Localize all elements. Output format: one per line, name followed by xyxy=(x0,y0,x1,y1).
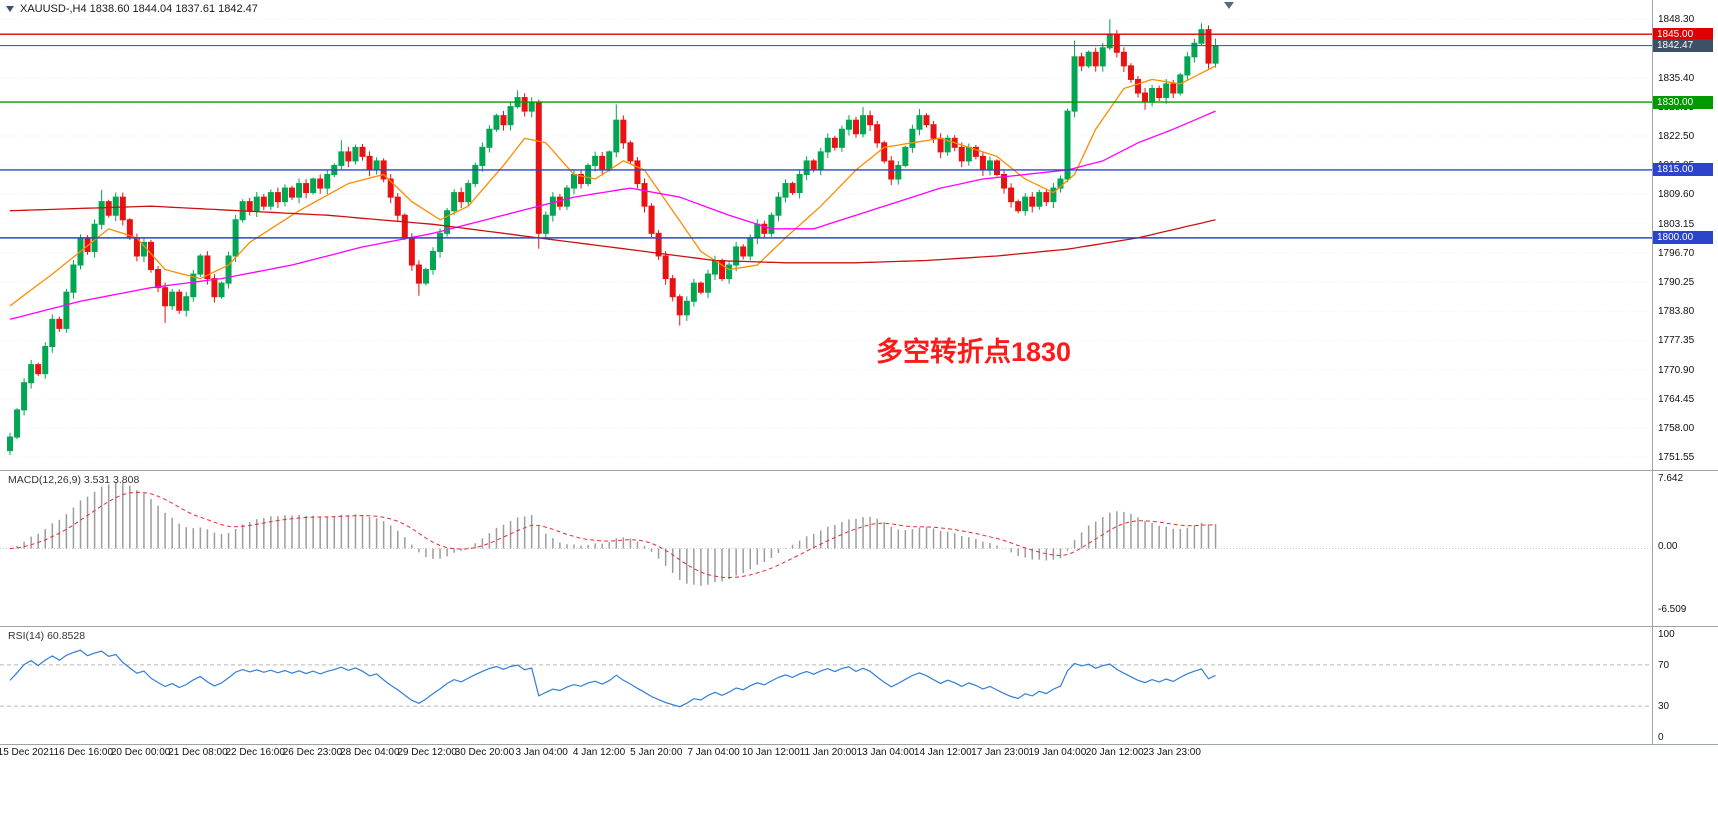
price-tick: 1751.55 xyxy=(1658,452,1695,464)
time-label: 21 Dec 08:00 xyxy=(168,747,228,758)
time-label: 13 Jan 04:00 xyxy=(856,747,915,758)
time-axis: 15 Dec 2021 16 Dec 16:00 20 Dec 00:00 21 De… xyxy=(0,747,1652,761)
time-label: 7 Jan 04:00 xyxy=(687,747,740,758)
price-tick: 1777.35 xyxy=(1658,335,1695,347)
time-label: 15 Dec 2021 xyxy=(0,747,55,758)
ma-slow xyxy=(9,205,1216,264)
chart-annotation: 多空转折点1830 xyxy=(876,337,1072,367)
price-tick: 1835.40 xyxy=(1658,72,1695,84)
price-tick: 1764.45 xyxy=(1658,393,1695,405)
price-tick: 1803.15 xyxy=(1658,218,1695,230)
price-badge: 1830.00 xyxy=(1653,95,1713,109)
time-label: 28 Dec 04:00 xyxy=(340,747,400,758)
time-label: 23 Jan 23:00 xyxy=(1143,747,1201,758)
chart-header: XAUUSD-,H4 1838.60 1844.04 1837.61 1842.… xyxy=(6,2,258,16)
time-label: 3 Jan 04:00 xyxy=(515,747,568,758)
panel-separator xyxy=(0,470,1718,471)
time-label: 20 Dec 00:00 xyxy=(110,747,171,758)
price-chart-canvas[interactable] xyxy=(0,0,1652,470)
grid-lines xyxy=(0,18,1652,458)
price-tick: 1848.30 xyxy=(1658,14,1695,26)
time-label: 5 Jan 20:00 xyxy=(630,747,683,758)
macd-signal-line xyxy=(9,491,1216,579)
rsi-canvas[interactable] xyxy=(0,627,1652,744)
price-tick: 1758.00 xyxy=(1658,422,1695,434)
time-label: 11 Jan 20:00 xyxy=(799,747,857,758)
price-badge: 1845.00 xyxy=(1653,27,1713,41)
rsi-tick: 0 xyxy=(1658,732,1664,743)
macd-canvas[interactable] xyxy=(0,471,1652,626)
time-label: 30 Dec 20:00 xyxy=(454,747,515,758)
rsi-tick: 30 xyxy=(1658,701,1670,712)
price-tick: 1796.70 xyxy=(1658,247,1695,259)
price-tick: 1790.25 xyxy=(1658,277,1695,288)
time-label: 17 Jan 23:00 xyxy=(971,747,1030,758)
panel-separator xyxy=(0,626,1718,627)
time-label: 29 Dec 12:00 xyxy=(397,747,457,758)
price-axis: 1848.301841.851835.401828.951822.501816.… xyxy=(1652,0,1718,470)
symbol-marker-icon xyxy=(6,6,14,12)
macd-axis: 7.642 0.00 -6.509 xyxy=(1652,471,1718,626)
time-label: 22 Dec 16:00 xyxy=(225,747,285,758)
rsi-tick: 100 xyxy=(1658,629,1675,640)
rsi-label: RSI(14) 60.8528 xyxy=(8,630,86,642)
macd-histogram xyxy=(16,481,1217,586)
axis-separator xyxy=(1652,0,1653,744)
price-badge: 1842.47 xyxy=(1653,39,1713,53)
macd-label: MACD(12,26,9) 3.531 3.808 xyxy=(8,474,140,486)
rsi-line xyxy=(9,649,1216,708)
macd-tick: 0.00 xyxy=(1658,541,1678,552)
time-label: 26 Dec 23:00 xyxy=(282,747,343,758)
chart-title: XAUUSD-,H4 1838.60 1844.04 1837.61 1842.… xyxy=(20,3,258,15)
time-label: 10 Jan 12:00 xyxy=(741,747,800,758)
price-badge: 1800.00 xyxy=(1653,231,1713,245)
chart-shift-icon[interactable] xyxy=(1224,2,1234,9)
ma-mid xyxy=(9,110,1216,320)
time-label: 14 Jan 12:00 xyxy=(913,747,972,758)
price-tick: 1822.50 xyxy=(1658,131,1695,143)
macd-tick: 7.642 xyxy=(1658,473,1684,484)
price-tick: 1783.80 xyxy=(1658,306,1695,318)
price-badge: 1815.00 xyxy=(1653,163,1713,177)
time-label: 4 Jan 12:00 xyxy=(572,747,626,758)
horizontal-lines-layer xyxy=(0,33,1652,239)
panel-separator xyxy=(0,744,1718,745)
macd-tick: -6.509 xyxy=(1658,604,1687,615)
candles-layer xyxy=(7,19,1219,456)
price-tick: 1809.60 xyxy=(1658,189,1695,201)
price-tick: 1770.90 xyxy=(1658,364,1695,376)
rsi-tick: 70 xyxy=(1658,660,1670,671)
time-label: 16 Dec 16:00 xyxy=(53,747,114,758)
time-label: 20 Jan 12:00 xyxy=(1085,747,1144,758)
rsi-axis: 100 70 30 0 xyxy=(1652,627,1718,744)
time-label: 19 Jan 04:00 xyxy=(1028,747,1087,758)
